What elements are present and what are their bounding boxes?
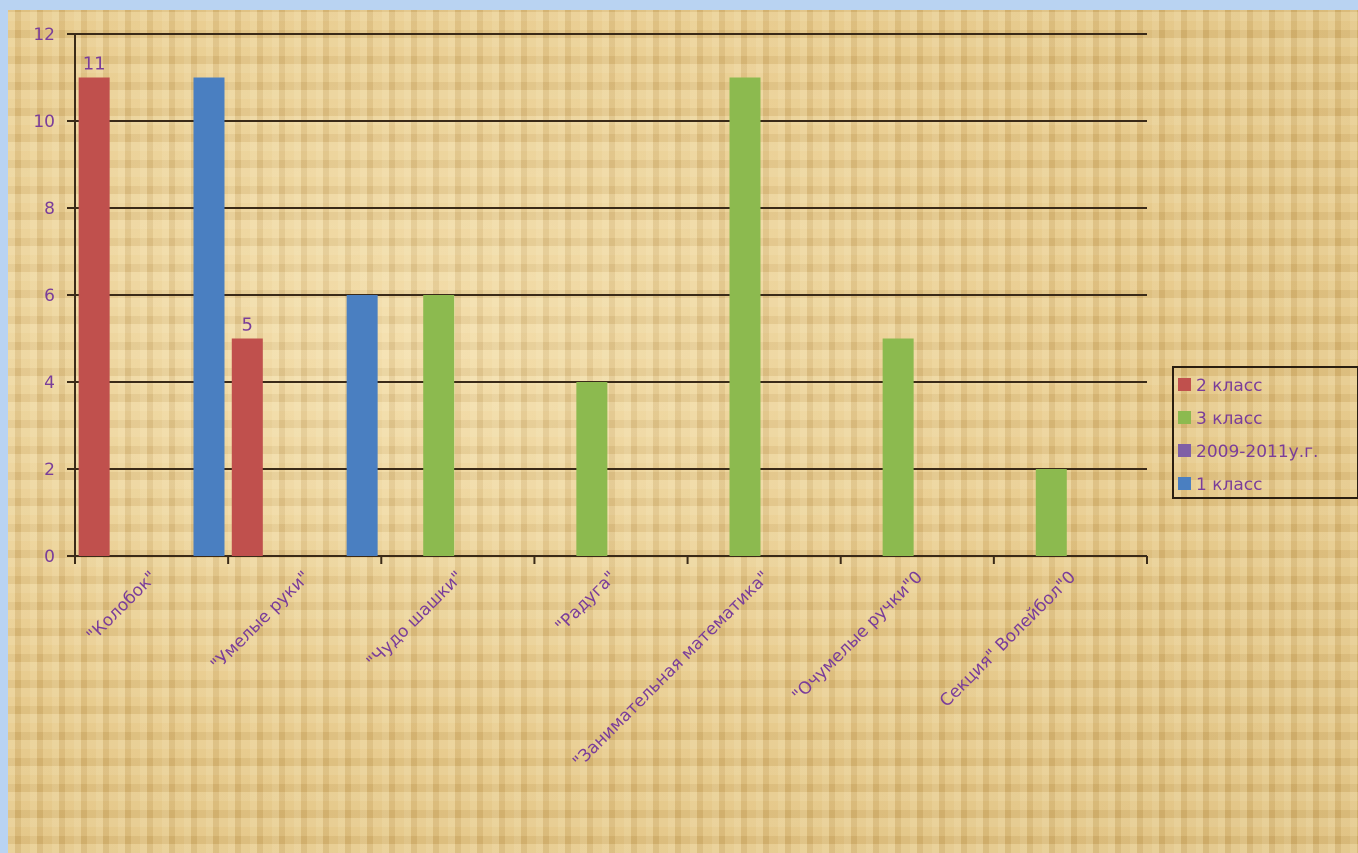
category-label-group: "Радуга" <box>552 567 621 636</box>
category-label: "Колобок" <box>83 567 161 645</box>
bar <box>346 295 378 556</box>
category-label: "Радуга" <box>552 567 621 636</box>
category-label: "Умелые руки" <box>207 567 314 674</box>
legend-label: 1 класс <box>1196 475 1262 495</box>
data-label: 11 <box>83 54 106 75</box>
bar <box>1035 469 1067 556</box>
y-tick-label: 10 <box>33 112 55 132</box>
y-tick-label: 8 <box>44 199 55 219</box>
bar <box>882 338 914 556</box>
legend-swatch <box>1178 477 1191 490</box>
legend-swatch <box>1178 444 1191 457</box>
category-label-group: Секция" Волейбол"0 <box>936 567 1080 711</box>
category-label: Секция" Волейбол"0 <box>936 567 1080 711</box>
legend-swatch <box>1178 411 1191 424</box>
y-tick-label: 6 <box>44 286 55 306</box>
bar <box>231 338 263 556</box>
bar <box>423 295 455 556</box>
y-tick-label: 2 <box>44 460 55 480</box>
category-label-group: "Умелые руки" <box>207 567 314 674</box>
category-label: "Очумелые ручки"0 <box>789 567 927 705</box>
bar <box>576 382 608 556</box>
bar <box>193 77 225 556</box>
data-label: 5 <box>242 315 253 336</box>
legend-box <box>1172 366 1358 499</box>
category-label-group: "Колобок" <box>83 567 161 645</box>
chart-background <box>8 10 1358 853</box>
bar <box>729 77 761 556</box>
legend-label: 2 класс <box>1196 376 1262 396</box>
category-label-group: "Чудо шашки" <box>363 567 467 671</box>
y-tick-label: 4 <box>44 373 55 393</box>
category-label-group: "Очумелые ручки"0 <box>789 567 927 705</box>
y-tick-label: 12 <box>33 25 55 45</box>
category-label: "Чудо шашки" <box>363 567 467 671</box>
legend-swatch <box>1178 378 1191 391</box>
bar <box>78 77 110 556</box>
legend-label: 2009-2011у.г. <box>1196 442 1318 462</box>
y-tick-label: 0 <box>44 547 55 567</box>
legend-label: 3 класс <box>1196 409 1262 429</box>
